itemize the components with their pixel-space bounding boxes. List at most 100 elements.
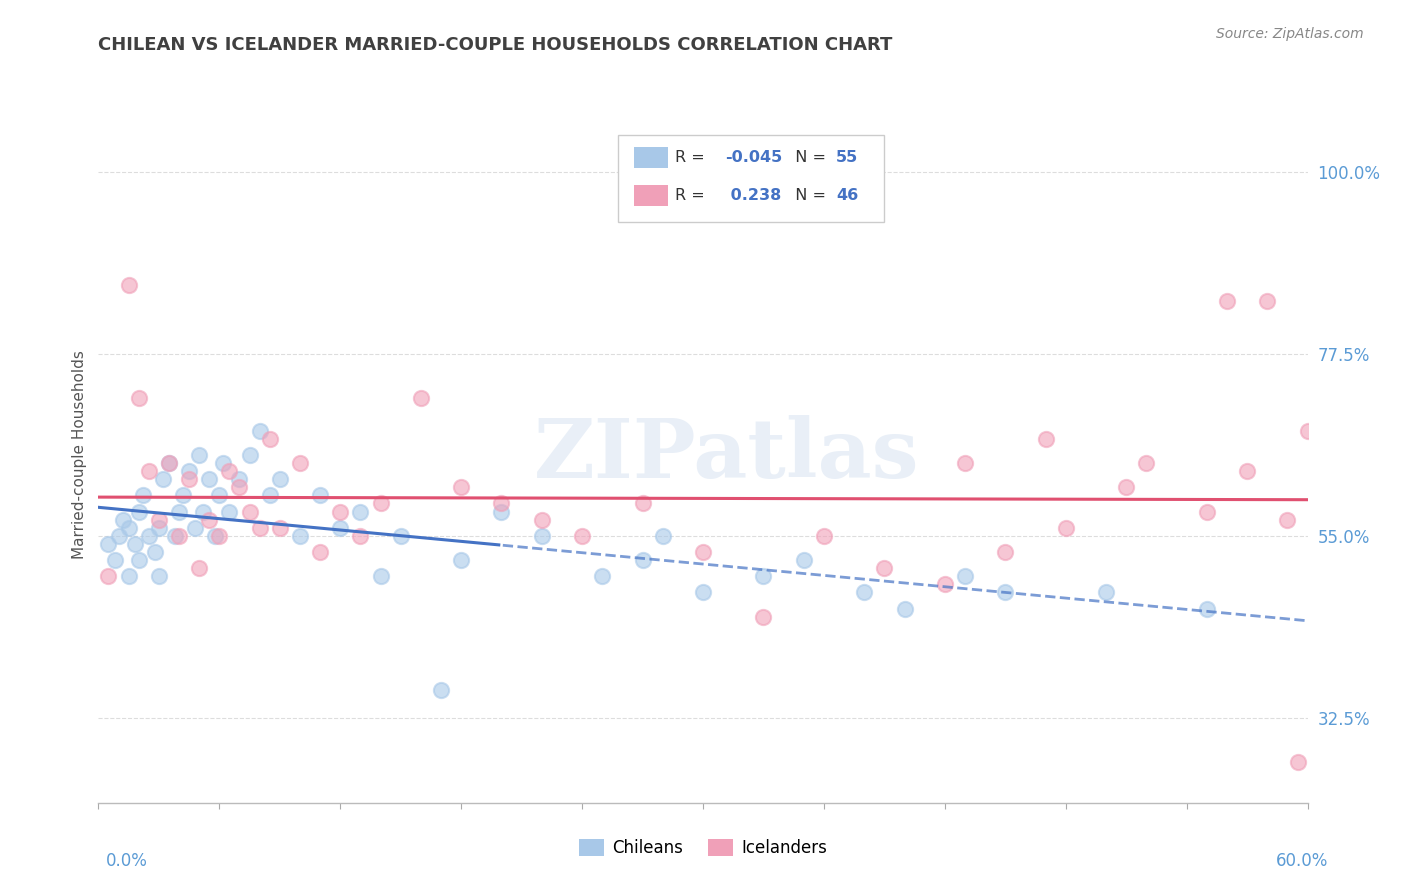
Point (239, 448, 262, 462)
Point (1054, 521, 1077, 535)
Y-axis label: Married-couple Households: Married-couple Households (72, 351, 87, 559)
Point (1277, 513, 1299, 527)
Point (450, 553, 472, 567)
Point (651, 529, 673, 543)
Point (631, 496, 654, 510)
Point (288, 529, 311, 543)
Point (994, 585, 1017, 599)
Point (953, 456, 976, 470)
Point (591, 569, 613, 583)
Point (249, 424, 271, 438)
Point (309, 488, 332, 502)
FancyBboxPatch shape (619, 135, 884, 222)
Text: 55: 55 (837, 151, 858, 165)
Point (97, 537, 120, 551)
Text: R =: R = (675, 151, 710, 165)
Point (530, 513, 553, 527)
Point (157, 456, 180, 470)
Point (249, 521, 271, 535)
Point (491, 496, 513, 510)
Point (873, 561, 896, 575)
Point (692, 585, 714, 599)
Point (157, 456, 180, 470)
Point (953, 569, 976, 583)
Point (370, 569, 392, 583)
Bar (634, 185, 668, 206)
Point (128, 392, 150, 406)
Point (259, 432, 281, 446)
Point (198, 472, 221, 486)
Text: R =: R = (675, 188, 710, 202)
Point (309, 545, 332, 559)
Point (143, 545, 166, 559)
Point (188, 448, 211, 462)
Point (132, 488, 155, 502)
Point (228, 480, 250, 494)
Point (269, 521, 291, 535)
Point (188, 561, 211, 575)
Text: 0.238: 0.238 (724, 188, 780, 202)
Point (793, 553, 815, 567)
Point (752, 569, 775, 583)
Point (349, 529, 371, 543)
Point (259, 488, 281, 502)
Point (107, 529, 129, 543)
Text: CHILEAN VS ICELANDER MARRIED-COUPLE HOUSEHOLDS CORRELATION CHART: CHILEAN VS ICELANDER MARRIED-COUPLE HOUS… (98, 36, 893, 54)
Text: N =: N = (785, 188, 831, 202)
Point (349, 504, 371, 518)
Point (167, 504, 190, 518)
Point (1135, 456, 1157, 470)
Point (228, 472, 250, 486)
Bar (634, 147, 668, 169)
Point (1035, 432, 1057, 446)
Point (530, 529, 553, 543)
Point (1296, 424, 1319, 438)
Point (1195, 601, 1218, 615)
Point (329, 504, 352, 518)
Point (138, 529, 160, 543)
Point (128, 553, 150, 567)
Point (269, 472, 291, 486)
Point (163, 529, 186, 543)
Point (813, 529, 835, 543)
Text: -0.045: -0.045 (724, 151, 782, 165)
Point (571, 529, 593, 543)
Point (1286, 756, 1309, 770)
Text: 0.0%: 0.0% (105, 852, 148, 870)
Point (172, 488, 194, 502)
Point (389, 529, 412, 543)
Text: 46: 46 (837, 188, 858, 202)
Point (208, 529, 231, 543)
Text: Source: ZipAtlas.com: Source: ZipAtlas.com (1216, 27, 1364, 41)
Point (179, 472, 201, 486)
Point (212, 456, 235, 470)
Point (1195, 504, 1218, 518)
Point (239, 504, 262, 518)
Point (193, 504, 215, 518)
Point (450, 480, 472, 494)
Point (124, 537, 146, 551)
Point (752, 609, 775, 624)
Point (631, 553, 654, 567)
Point (893, 601, 915, 615)
Point (853, 585, 876, 599)
Text: 60.0%: 60.0% (1277, 852, 1329, 870)
Point (204, 529, 226, 543)
Point (1256, 294, 1278, 309)
Point (218, 504, 240, 518)
Point (148, 521, 170, 535)
Point (118, 278, 141, 293)
Point (329, 521, 352, 535)
Point (148, 513, 170, 527)
Point (111, 513, 134, 527)
Point (218, 464, 240, 478)
Point (1236, 464, 1258, 478)
Point (118, 521, 141, 535)
Point (198, 513, 221, 527)
Point (138, 464, 160, 478)
Point (167, 529, 190, 543)
Point (491, 504, 513, 518)
Text: N =: N = (785, 151, 831, 165)
Point (1115, 480, 1137, 494)
Point (128, 504, 150, 518)
